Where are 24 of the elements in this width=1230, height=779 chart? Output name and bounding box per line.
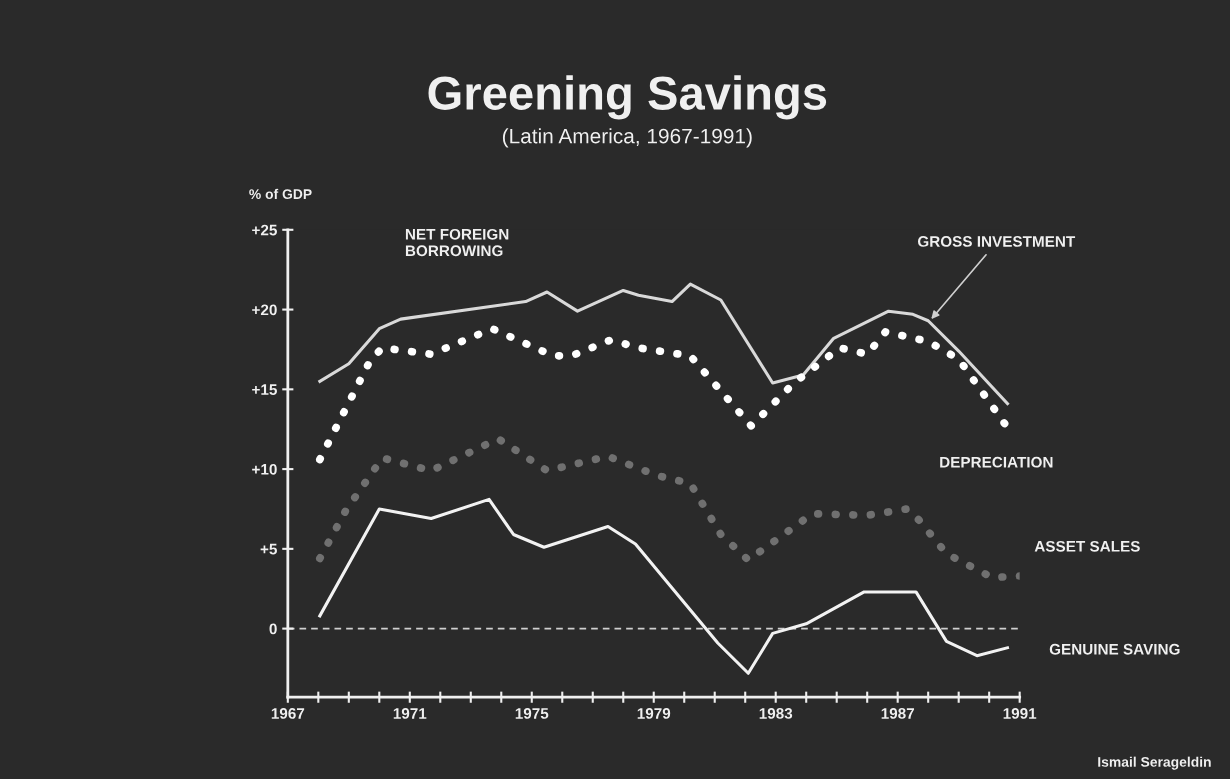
- annotation: GROSS INVESTMENT: [917, 236, 1076, 247]
- chart-title: Greening Savings: [428, 75, 827, 120]
- chart-subtitle: (Latin America, 1967-1991): [502, 128, 752, 148]
- x-tick-label: 1979: [637, 708, 671, 719]
- x-tick-label: 1971: [393, 708, 427, 719]
- y-tick-label: +15: [252, 384, 277, 396]
- x-tick-label: 1967: [271, 708, 305, 719]
- annotation: DEPRECIATION: [940, 456, 1053, 468]
- x-tick-label: 1975: [515, 708, 549, 719]
- x-tick-label: 1983: [759, 708, 793, 719]
- annotation: NET FOREIGN BORROWING: [405, 228, 509, 257]
- x-tick-label: 1991: [1003, 708, 1037, 719]
- annotation: GENUINE SAVING: [1049, 643, 1180, 655]
- y-tick-label: 0: [269, 623, 277, 635]
- text: Ismail Serageldin: [1098, 756, 1211, 770]
- line-series: [318, 497, 1009, 675]
- y-axis-title: % of GDP: [249, 188, 312, 200]
- y-tick-label: +20: [252, 304, 277, 316]
- x-tick-label: 1987: [881, 708, 915, 719]
- line-series: [318, 282, 1009, 406]
- y-tick-label: +10: [252, 463, 277, 475]
- text: ASSET SALES: [1034, 540, 1140, 552]
- y-tick-label: +5: [260, 543, 277, 555]
- y-tick-label: +25: [252, 224, 277, 236]
